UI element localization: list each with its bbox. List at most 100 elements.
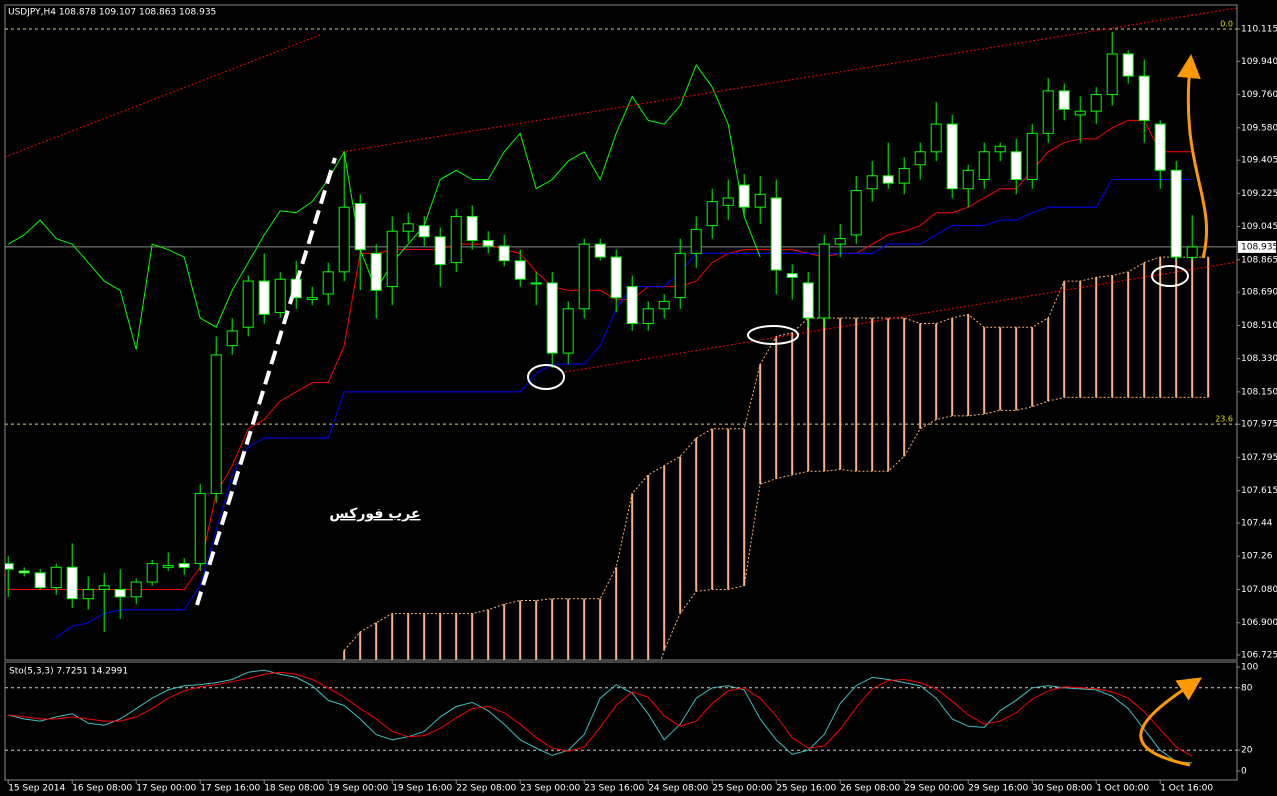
- candle-body: [1106, 53, 1118, 96]
- current-price-label: 108.935: [1241, 242, 1277, 252]
- candle-body: [674, 252, 686, 299]
- candle-body: [786, 273, 798, 278]
- cloud-edge: [343, 256, 1209, 651]
- candle-body: [1138, 75, 1150, 121]
- y-tick-label: 106.900: [1241, 618, 1277, 628]
- candle-body: [1074, 110, 1086, 116]
- candle-body: [386, 230, 398, 288]
- x-tick-label: 23 Sep 16:00: [584, 784, 644, 794]
- candle-body: [98, 585, 110, 590]
- candle-body: [770, 197, 782, 271]
- y-tick-label: 108.330: [1241, 354, 1277, 364]
- indicator-line: [8, 669, 1193, 764]
- y-tick-label: 106.725: [1241, 651, 1277, 661]
- candle-body: [146, 563, 158, 583]
- candle-body: [866, 175, 878, 190]
- indicator-title: Sto(5,3,3) 7.7251 14.2991: [9, 667, 128, 677]
- trendline: [564, 261, 1237, 373]
- x-tick-label: 17 Sep 00:00: [136, 784, 196, 794]
- candle-body: [322, 271, 334, 295]
- candle-body: [898, 167, 910, 184]
- y-tick-label: 109.405: [1241, 156, 1277, 166]
- highlight-ellipse: [1151, 265, 1189, 287]
- candle-body: [226, 330, 238, 347]
- y-tick-label: 20: [1241, 746, 1253, 756]
- candle-body: [1122, 53, 1134, 77]
- candle-body: [1010, 151, 1022, 181]
- y-tick-label: 109.580: [1241, 123, 1277, 133]
- y-tick-label: 109.225: [1241, 189, 1277, 199]
- arrow: [1176, 54, 1208, 259]
- candle-body: [850, 190, 862, 236]
- candle-body: [194, 492, 206, 565]
- candle-body: [274, 278, 286, 313]
- x-tick-label: 18 Sep 08:00: [264, 784, 324, 794]
- y-tick-label: 109.760: [1241, 90, 1277, 100]
- candle-body: [18, 570, 30, 574]
- x-tick-label: 16 Sep 08:00: [72, 784, 132, 794]
- candle-body: [402, 223, 414, 232]
- arrow: [1139, 677, 1203, 767]
- candle-body: [466, 215, 478, 241]
- x-tick-label: 17 Sep 16:00: [200, 784, 260, 794]
- candle-body: [642, 308, 654, 325]
- x-tick-label: 25 Sep 16:00: [776, 784, 836, 794]
- fib-label: 0.0: [1220, 20, 1233, 29]
- candle-body: [306, 297, 318, 301]
- y-tick-label: 0: [1241, 767, 1247, 777]
- x-tick-label: 19 Sep 00:00: [328, 784, 388, 794]
- y-tick-label: 107.975: [1241, 420, 1277, 430]
- candle-body: [498, 245, 510, 262]
- candle-body: [514, 260, 526, 280]
- candle-body: [178, 563, 190, 568]
- x-tick-label: 15 Sep 2014: [8, 784, 65, 794]
- candle-body: [722, 197, 734, 206]
- cloud-edge: [660, 396, 1209, 660]
- candle-body: [370, 252, 382, 291]
- candle-body: [34, 572, 46, 589]
- candle-body: [706, 201, 718, 227]
- y-tick-label: 109.045: [1241, 222, 1277, 232]
- watermark: عرب فوركس: [329, 506, 420, 522]
- candle-body: [1042, 90, 1054, 134]
- candle-body: [130, 581, 142, 598]
- y-tick-label: 100: [1241, 663, 1258, 673]
- x-tick-label: 26 Sep 08:00: [840, 784, 900, 794]
- candle-body: [578, 243, 590, 310]
- y-tick-label: 107.44: [1241, 518, 1273, 528]
- candle-body: [434, 236, 446, 265]
- x-tick-label: 1 Oct 16:00: [1160, 784, 1213, 794]
- sub-plot: [5, 669, 1237, 764]
- y-tick-label: 108.510: [1241, 321, 1277, 331]
- x-tick-label: 19 Sep 16:00: [392, 784, 452, 794]
- y-tick-label: 107.795: [1241, 453, 1277, 463]
- candle-body: [882, 175, 894, 184]
- trendline: [5, 34, 321, 158]
- candle-body: [562, 308, 574, 354]
- y-tick-label: 107.26: [1241, 552, 1273, 562]
- candle-body: [354, 203, 366, 251]
- axes: 110.115 109.940 109.760 109.580 109.405 109.2…: [7, 20, 1277, 794]
- candle-body: [418, 225, 430, 238]
- x-tick-label: 29 Sep 00:00: [904, 784, 964, 794]
- x-tick-label: 22 Sep 08:00: [456, 784, 516, 794]
- candle-body: [66, 566, 78, 600]
- drawings: [5, 7, 1237, 606]
- candle-body: [1058, 90, 1070, 110]
- x-tick-label: 25 Sep 00:00: [712, 784, 772, 794]
- candle-body: [50, 566, 62, 589]
- candle-body: [610, 256, 622, 299]
- candle-body: [1170, 169, 1182, 258]
- y-tick-label: 107.615: [1241, 486, 1277, 496]
- candle-body: [546, 282, 558, 354]
- x-tick-label: 23 Sep 00:00: [520, 784, 580, 794]
- x-tick-label: 1 Oct 00:00: [1096, 784, 1149, 794]
- candle-body: [626, 286, 638, 325]
- y-tick-label: 107.080: [1241, 585, 1277, 595]
- main-plot: [5, 28, 1237, 660]
- y-tick-label: 110.115: [1241, 25, 1277, 35]
- candle-body: [1186, 246, 1198, 258]
- candle-body: [754, 193, 766, 208]
- chart-title: USDJPY,H4 108.878 109.107 108.863 108.93…: [8, 8, 216, 18]
- dashed-trendline: [195, 157, 337, 606]
